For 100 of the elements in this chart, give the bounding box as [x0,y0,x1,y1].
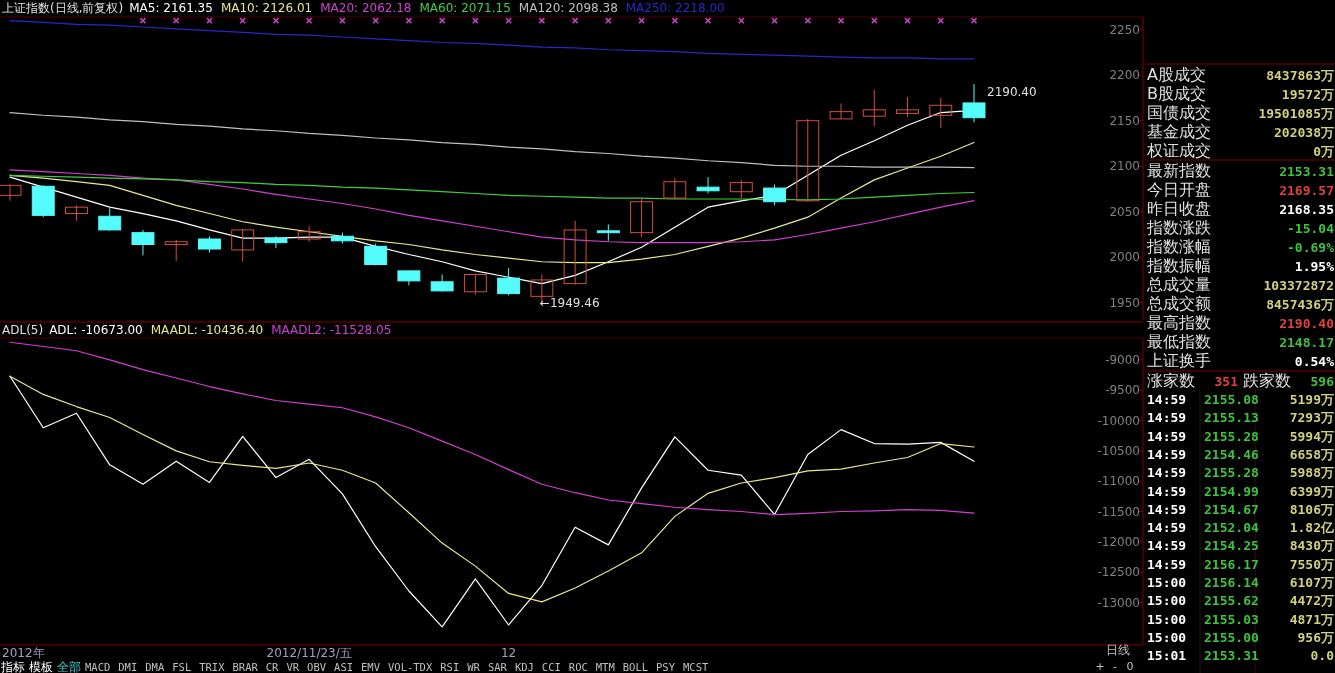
y-tick-label: -11500 [1097,504,1140,519]
line-series [9,111,975,169]
candlestick [929,97,953,129]
text: 19501085万 [1258,106,1334,121]
text: 15:00 [1147,611,1187,627]
text: 6658万 [1289,446,1334,462]
text: 2148.17 [1279,335,1334,350]
text: 8106万 [1289,501,1334,517]
text: 956万 [1297,629,1334,645]
y-tick-label: -11000 [1097,474,1140,489]
text: 模板 [29,660,53,673]
text: 8430万 [1289,538,1334,554]
text: 14:59 [1147,538,1187,554]
text: 基金成交 [1147,122,1211,141]
text: MA120: 2098.38 [518,1,618,15]
candlestick [563,220,587,286]
text: 总成交额 [1146,294,1211,313]
candlestick [896,96,919,118]
text: 2155.13 [1204,410,1259,426]
text: - [1113,660,1118,673]
x-tick-label: 2012年 [2,646,45,660]
text: 2153.31 [1204,648,1259,664]
x-tick-label: 2012/11/23/五 [266,646,352,660]
text: MCST [683,661,709,673]
text: -0.69% [1287,240,1335,255]
candlestick [729,179,753,199]
candlestick [696,176,720,195]
y-tick-label: 2000 [1109,250,1140,265]
text: 351 [1214,374,1239,389]
x-tick-label: 12 [500,646,517,660]
text: 2190.40 [1279,316,1335,331]
y-tick-label: 2150 [1109,113,1140,128]
text: 2154.99 [1204,483,1259,499]
text: 国债成交 [1147,103,1211,122]
candlestick [264,235,288,249]
text: BOLL [622,661,649,673]
text: TRIX [199,661,226,673]
text: 最新指数 [1147,161,1211,180]
text: PSY [656,661,676,673]
text: 15:00 [1147,575,1187,590]
text: MA10: 2126.01 [220,1,313,15]
text: BRAR [232,661,259,673]
text: 2169.57 [1279,183,1334,198]
text: 今日开盘 [1147,180,1211,199]
text: ROC [568,661,588,673]
text: 0.0 [1310,648,1335,664]
text: 14:59 [1147,483,1187,499]
text: MAADL2: -11528.05 [271,323,392,337]
y-tick-label: 1950 [1109,295,1140,310]
text: ADL: -10673.00 [49,323,143,337]
text: MACD [85,661,111,673]
text: MAADL: -10436.40 [150,323,264,337]
text: 昨日收盘 [1147,199,1211,218]
candlestick [497,267,521,296]
chart-title: 上证指数(日线,前复权) [2,1,124,15]
text: 0.54% [1294,354,1335,369]
annotation: ←1949.46 [539,296,600,311]
text: 14:59 [1147,520,1187,536]
text: 权证成交 [1146,141,1211,160]
candlestick [663,177,687,200]
text: SAR [487,661,508,673]
text: 5994万 [1289,428,1334,444]
candlestick [65,204,88,222]
line-series [9,169,975,244]
text: 6399万 [1289,483,1334,499]
candlestick [962,83,986,123]
text: 14:59 [1147,428,1187,444]
candlestick [98,207,122,232]
text: 5988万 [1289,465,1334,481]
text: 14:59 [1147,392,1187,407]
text: 1.82亿 [1289,520,1335,536]
y-tick-label: 2050 [1109,204,1140,219]
y-tick-label: 2200 [1109,68,1140,83]
text: 8457436万 [1266,297,1334,312]
text: 2154.25 [1204,538,1259,554]
text: 指数振幅 [1146,256,1211,275]
y-tick-label: 2100 [1109,159,1140,174]
y-tick-label: -9500 [1105,383,1140,398]
text: DMI [118,661,138,673]
text: KDJ [514,661,534,673]
text: 跌家数 [1243,371,1291,390]
text: 2154.67 [1204,501,1259,517]
y-tick-label: -9000 [1105,352,1140,367]
text: 15:00 [1147,629,1187,645]
text: 日线 [1106,643,1130,657]
text: 5199万 [1289,392,1334,407]
text: 2155.28 [1204,428,1259,444]
annotation: 2190.40 [987,84,1037,99]
text: CR [265,661,280,673]
text: 19572万 [1281,87,1334,102]
text: 上证换手 [1147,351,1211,370]
text: MA60: 2071.15 [419,1,511,15]
text: 0万 [1313,144,1334,159]
line-series [9,341,975,516]
text: 0 [1126,660,1134,673]
candlestick [131,229,155,256]
text: 指标 [0,660,25,673]
text: 14:59 [1147,501,1187,517]
text: B股成交 [1147,84,1206,103]
candlestick [231,228,255,263]
